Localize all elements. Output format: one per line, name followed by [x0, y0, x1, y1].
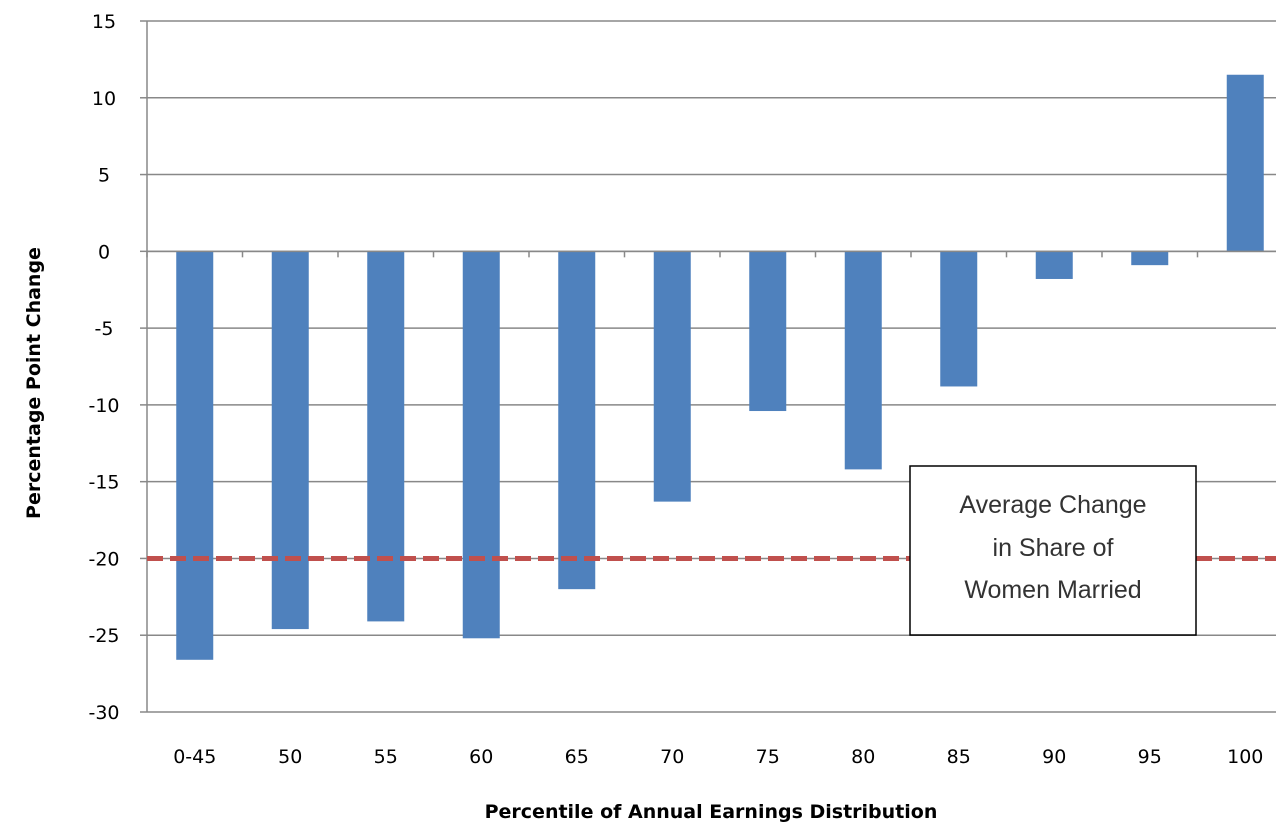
y-tick-label: -15	[88, 472, 119, 494]
bar	[844, 251, 882, 470]
bar	[653, 251, 691, 502]
x-tick-label: 100	[1227, 746, 1263, 768]
y-axis-title: Percentage Point Change	[23, 247, 45, 519]
x-tick-label: 75	[756, 746, 780, 768]
annotation-box: Average Change in Share of Women Married	[909, 465, 1197, 636]
bar	[367, 251, 405, 622]
x-tick-label: 60	[469, 746, 493, 768]
bar	[462, 251, 500, 639]
bar	[176, 251, 214, 660]
bar	[940, 251, 978, 387]
y-tick-label: 10	[92, 88, 116, 110]
y-tick-label: -5	[95, 318, 114, 340]
y-tick-label: -25	[88, 625, 119, 647]
bar	[271, 251, 309, 630]
y-axis-ticks: 15 10 5 0 -5 -10 -15 -20 -25 -30	[88, 11, 147, 724]
x-tick-label: 70	[660, 746, 684, 768]
y-tick-label: 5	[98, 165, 110, 187]
y-tick-label: 15	[92, 11, 116, 33]
y-tick-label: -30	[88, 702, 119, 724]
bars	[176, 74, 1264, 660]
bar	[1226, 74, 1264, 252]
x-tick-label: 90	[1042, 746, 1066, 768]
x-tick-label: 80	[851, 746, 875, 768]
y-tick-label: 0	[98, 241, 110, 263]
annotation-line-2: in Share of	[993, 534, 1114, 562]
x-tick-label: 0-45	[173, 746, 216, 768]
x-tick-label: 85	[947, 746, 971, 768]
x-axis-title: Percentile of Annual Earnings Distributi…	[485, 801, 938, 823]
x-tick-label: 55	[374, 746, 398, 768]
x-tick-label: 50	[278, 746, 302, 768]
x-axis-ticks: 0-45 50 55 60 65 70 75 80 85 90 95 100	[146, 251, 1263, 768]
y-tick-label: -10	[88, 395, 119, 417]
annotation-line-1: Average Change	[959, 491, 1146, 519]
y-tick-label: -20	[88, 548, 119, 570]
bar	[1035, 251, 1073, 279]
axes	[146, 21, 1276, 713]
bar	[1131, 251, 1169, 266]
bar	[749, 251, 787, 412]
annotation-line-3: Women Married	[964, 576, 1141, 604]
bar	[558, 251, 596, 590]
x-tick-label: 65	[565, 746, 589, 768]
x-tick-label: 95	[1138, 746, 1162, 768]
